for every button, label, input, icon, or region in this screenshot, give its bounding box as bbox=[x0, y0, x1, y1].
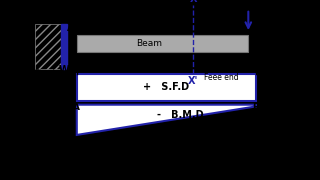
Polygon shape bbox=[77, 105, 256, 135]
Text: L: L bbox=[147, 60, 152, 69]
Text: Beam: Beam bbox=[137, 39, 163, 48]
Text: B: B bbox=[252, 39, 259, 48]
Text: -   B.M.D: - B.M.D bbox=[156, 110, 203, 120]
Text: A: A bbox=[67, 24, 74, 33]
Text: A: A bbox=[73, 103, 80, 112]
Text: W: W bbox=[261, 65, 272, 75]
Bar bbox=[77, 74, 256, 101]
Text: Feee end: Feee end bbox=[204, 73, 238, 82]
Text: X: X bbox=[189, 0, 197, 4]
Bar bbox=[61, 24, 67, 69]
Text: x: x bbox=[218, 62, 223, 71]
Text: +   S.F.D: + S.F.D bbox=[143, 82, 189, 92]
Text: X': X' bbox=[188, 76, 198, 86]
Bar bbox=[77, 35, 248, 52]
Text: W: W bbox=[253, 2, 266, 12]
Text: B: B bbox=[252, 103, 260, 112]
Text: W: W bbox=[58, 65, 69, 75]
Bar bbox=[35, 24, 64, 69]
Text: Fixed end: Fixed end bbox=[35, 69, 71, 78]
Text: W.L: W.L bbox=[52, 108, 69, 117]
